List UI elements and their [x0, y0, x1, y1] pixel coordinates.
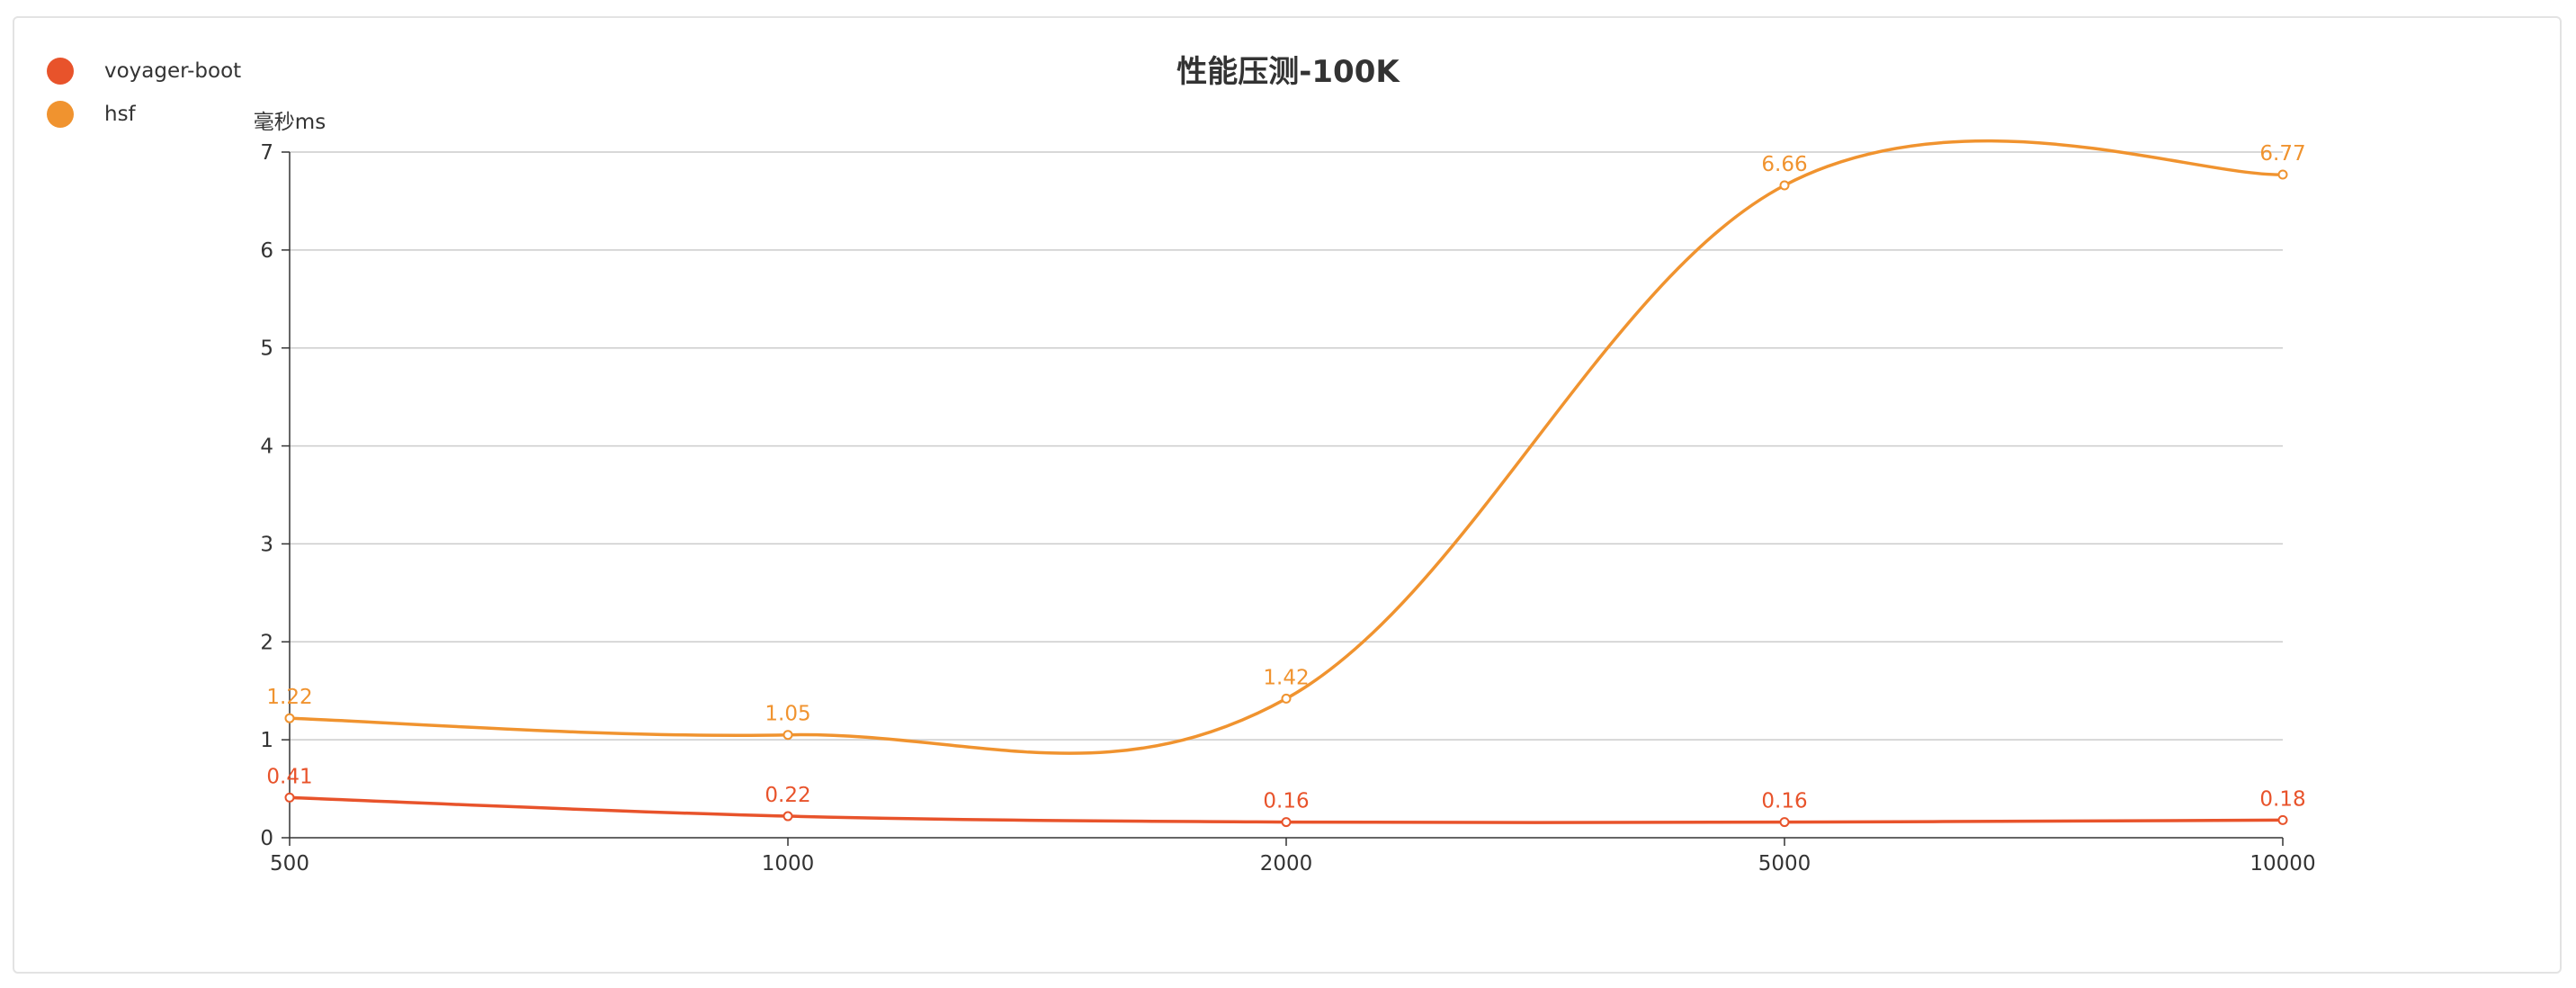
data-point-hsf	[783, 730, 793, 741]
data-point-voyager-boot	[1779, 817, 1790, 828]
y-tick-label: 5	[260, 337, 273, 361]
x-tick-label: 2000	[1260, 852, 1313, 876]
legend-marker-hsf	[47, 101, 74, 128]
y-tick-label: 1	[260, 729, 273, 752]
data-point-voyager-boot	[2277, 814, 2288, 825]
data-point-hsf	[1779, 180, 1790, 191]
data-point-hsf	[284, 713, 295, 723]
series-line-hsf	[289, 139, 2284, 755]
data-point-hsf	[1281, 693, 1292, 704]
data-label-voyager-boot: 0.41	[266, 765, 312, 788]
data-point-voyager-boot	[284, 792, 295, 803]
y-tick-label: 3	[260, 533, 273, 556]
chart-title: 性能压测-100K	[1176, 54, 1400, 90]
data-label-voyager-boot: 0.18	[2259, 787, 2305, 811]
legend-item-voyager-boot[interactable]: voyager-boot	[47, 49, 241, 93]
y-tick-label: 4	[260, 436, 273, 459]
data-label-voyager-boot: 0.16	[1761, 790, 1807, 813]
data-label-hsf: 1.05	[765, 703, 810, 726]
data-label-voyager-boot: 0.22	[765, 784, 810, 807]
y-tick-label: 2	[260, 631, 273, 654]
data-label-voyager-boot: 0.16	[1263, 790, 1309, 813]
data-label-hsf: 1.42	[1263, 666, 1309, 689]
data-point-voyager-boot	[1281, 817, 1292, 828]
data-label-hsf: 1.22	[266, 686, 312, 709]
legend-label-hsf: hsf	[104, 103, 136, 126]
chart-panel	[13, 16, 2562, 974]
x-tick-label: 500	[270, 852, 309, 876]
data-label-hsf: 6.77	[2259, 142, 2305, 166]
legend-label-voyager-boot: voyager-boot	[104, 59, 242, 83]
data-point-hsf	[2277, 169, 2288, 180]
x-tick-label: 10000	[2250, 852, 2315, 876]
legend-item-hsf[interactable]: hsf	[47, 93, 241, 136]
data-label-hsf: 6.66	[1761, 153, 1807, 176]
y-tick-label: 7	[260, 141, 273, 165]
x-tick-label: 5000	[1758, 852, 1811, 876]
legend-marker-voyager-boot	[47, 58, 74, 85]
x-tick-label: 1000	[762, 852, 815, 876]
y-axis-label: 毫秒ms	[254, 111, 326, 134]
legend: voyager-boot hsf	[47, 49, 241, 136]
y-tick-label: 6	[260, 239, 273, 263]
y-tick-label: 0	[260, 827, 273, 850]
data-point-voyager-boot	[783, 811, 793, 822]
